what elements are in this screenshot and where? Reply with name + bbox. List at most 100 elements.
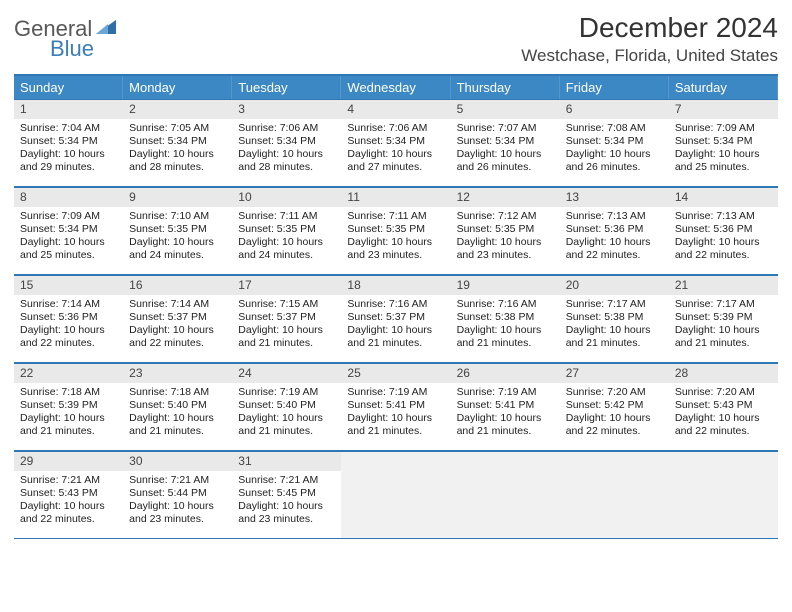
day-cell (341, 452, 450, 538)
day-cell: 11Sunrise: 7:11 AMSunset: 5:35 PMDayligh… (341, 188, 450, 274)
sunrise-text: Sunrise: 7:09 AM (20, 210, 117, 223)
week-row: 8Sunrise: 7:09 AMSunset: 5:34 PMDaylight… (14, 187, 778, 275)
day-cell: 16Sunrise: 7:14 AMSunset: 5:37 PMDayligh… (123, 276, 232, 362)
day-body: Sunrise: 7:07 AMSunset: 5:34 PMDaylight:… (451, 119, 560, 180)
sunrise-text: Sunrise: 7:19 AM (238, 386, 335, 399)
sunrise-text: Sunrise: 7:17 AM (675, 298, 772, 311)
daylight-text: Daylight: 10 hours and 29 minutes. (20, 148, 117, 174)
day-body: Sunrise: 7:17 AMSunset: 5:39 PMDaylight:… (669, 295, 778, 356)
sunset-text: Sunset: 5:40 PM (238, 399, 335, 412)
title-block: December 2024 Westchase, Florida, United… (521, 12, 778, 66)
day-cell (560, 452, 669, 538)
sunset-text: Sunset: 5:35 PM (457, 223, 554, 236)
sunset-text: Sunset: 5:42 PM (566, 399, 663, 412)
day-body: Sunrise: 7:09 AMSunset: 5:34 PMDaylight:… (14, 207, 123, 268)
day-cell: 13Sunrise: 7:13 AMSunset: 5:36 PMDayligh… (560, 188, 669, 274)
sunset-text: Sunset: 5:34 PM (347, 135, 444, 148)
daylight-text: Daylight: 10 hours and 21 minutes. (457, 412, 554, 438)
day-cell (451, 452, 560, 538)
sunset-text: Sunset: 5:37 PM (347, 311, 444, 324)
sunrise-text: Sunrise: 7:14 AM (20, 298, 117, 311)
day-body: Sunrise: 7:06 AMSunset: 5:34 PMDaylight:… (232, 119, 341, 180)
sunrise-text: Sunrise: 7:17 AM (566, 298, 663, 311)
day-body: Sunrise: 7:05 AMSunset: 5:34 PMDaylight:… (123, 119, 232, 180)
day-cell: 9Sunrise: 7:10 AMSunset: 5:35 PMDaylight… (123, 188, 232, 274)
page-title: December 2024 (521, 12, 778, 44)
day-number: 2 (123, 100, 232, 119)
sunset-text: Sunset: 5:36 PM (675, 223, 772, 236)
brand-word2: Blue (50, 36, 118, 62)
day-number: 24 (232, 364, 341, 383)
sunset-text: Sunset: 5:43 PM (675, 399, 772, 412)
sunset-text: Sunset: 5:37 PM (129, 311, 226, 324)
dow-cell: Friday (560, 76, 669, 99)
daylight-text: Daylight: 10 hours and 22 minutes. (129, 324, 226, 350)
daylight-text: Daylight: 10 hours and 27 minutes. (347, 148, 444, 174)
day-body: Sunrise: 7:19 AMSunset: 5:41 PMDaylight:… (451, 383, 560, 444)
day-number: 14 (669, 188, 778, 207)
day-cell: 8Sunrise: 7:09 AMSunset: 5:34 PMDaylight… (14, 188, 123, 274)
day-body: Sunrise: 7:04 AMSunset: 5:34 PMDaylight:… (14, 119, 123, 180)
day-number: 25 (341, 364, 450, 383)
sunrise-text: Sunrise: 7:16 AM (347, 298, 444, 311)
sunrise-text: Sunrise: 7:14 AM (129, 298, 226, 311)
day-cell: 6Sunrise: 7:08 AMSunset: 5:34 PMDaylight… (560, 100, 669, 186)
brand-logo: General Blue (14, 12, 118, 62)
sunrise-text: Sunrise: 7:15 AM (238, 298, 335, 311)
sunset-text: Sunset: 5:35 PM (238, 223, 335, 236)
day-body: Sunrise: 7:13 AMSunset: 5:36 PMDaylight:… (669, 207, 778, 268)
day-body: Sunrise: 7:17 AMSunset: 5:38 PMDaylight:… (560, 295, 669, 356)
day-number: 29 (14, 452, 123, 471)
day-body: Sunrise: 7:21 AMSunset: 5:45 PMDaylight:… (232, 471, 341, 532)
sunrise-text: Sunrise: 7:21 AM (20, 474, 117, 487)
daylight-text: Daylight: 10 hours and 23 minutes. (238, 500, 335, 526)
sunset-text: Sunset: 5:34 PM (129, 135, 226, 148)
sunrise-text: Sunrise: 7:12 AM (457, 210, 554, 223)
day-cell: 21Sunrise: 7:17 AMSunset: 5:39 PMDayligh… (669, 276, 778, 362)
day-number: 5 (451, 100, 560, 119)
day-cell: 31Sunrise: 7:21 AMSunset: 5:45 PMDayligh… (232, 452, 341, 538)
sunrise-text: Sunrise: 7:06 AM (238, 122, 335, 135)
day-cell: 27Sunrise: 7:20 AMSunset: 5:42 PMDayligh… (560, 364, 669, 450)
day-cell: 20Sunrise: 7:17 AMSunset: 5:38 PMDayligh… (560, 276, 669, 362)
daylight-text: Daylight: 10 hours and 21 minutes. (566, 324, 663, 350)
day-body: Sunrise: 7:10 AMSunset: 5:35 PMDaylight:… (123, 207, 232, 268)
day-cell: 1Sunrise: 7:04 AMSunset: 5:34 PMDaylight… (14, 100, 123, 186)
day-cell: 18Sunrise: 7:16 AMSunset: 5:37 PMDayligh… (341, 276, 450, 362)
day-body: Sunrise: 7:08 AMSunset: 5:34 PMDaylight:… (560, 119, 669, 180)
day-body: Sunrise: 7:21 AMSunset: 5:44 PMDaylight:… (123, 471, 232, 532)
day-cell: 4Sunrise: 7:06 AMSunset: 5:34 PMDaylight… (341, 100, 450, 186)
day-number: 12 (451, 188, 560, 207)
day-number: 10 (232, 188, 341, 207)
day-cell: 22Sunrise: 7:18 AMSunset: 5:39 PMDayligh… (14, 364, 123, 450)
sunset-text: Sunset: 5:45 PM (238, 487, 335, 500)
day-number: 4 (341, 100, 450, 119)
day-number: 9 (123, 188, 232, 207)
day-cell: 10Sunrise: 7:11 AMSunset: 5:35 PMDayligh… (232, 188, 341, 274)
day-number: 18 (341, 276, 450, 295)
sunrise-text: Sunrise: 7:19 AM (347, 386, 444, 399)
day-body: Sunrise: 7:14 AMSunset: 5:36 PMDaylight:… (14, 295, 123, 356)
daylight-text: Daylight: 10 hours and 22 minutes. (20, 500, 117, 526)
day-body: Sunrise: 7:16 AMSunset: 5:37 PMDaylight:… (341, 295, 450, 356)
day-body: Sunrise: 7:09 AMSunset: 5:34 PMDaylight:… (669, 119, 778, 180)
day-number: 17 (232, 276, 341, 295)
sunrise-text: Sunrise: 7:13 AM (566, 210, 663, 223)
day-cell: 30Sunrise: 7:21 AMSunset: 5:44 PMDayligh… (123, 452, 232, 538)
daylight-text: Daylight: 10 hours and 21 minutes. (238, 324, 335, 350)
day-number: 23 (123, 364, 232, 383)
daylight-text: Daylight: 10 hours and 22 minutes. (20, 324, 117, 350)
daylight-text: Daylight: 10 hours and 22 minutes. (675, 236, 772, 262)
dow-cell: Wednesday (341, 76, 450, 99)
day-cell: 26Sunrise: 7:19 AMSunset: 5:41 PMDayligh… (451, 364, 560, 450)
day-body: Sunrise: 7:20 AMSunset: 5:42 PMDaylight:… (560, 383, 669, 444)
day-cell: 12Sunrise: 7:12 AMSunset: 5:35 PMDayligh… (451, 188, 560, 274)
sunset-text: Sunset: 5:36 PM (566, 223, 663, 236)
day-number: 13 (560, 188, 669, 207)
day-cell: 15Sunrise: 7:14 AMSunset: 5:36 PMDayligh… (14, 276, 123, 362)
daylight-text: Daylight: 10 hours and 21 minutes. (238, 412, 335, 438)
day-cell (669, 452, 778, 538)
sunrise-text: Sunrise: 7:18 AM (20, 386, 117, 399)
calendar-grid: SundayMondayTuesdayWednesdayThursdayFrid… (14, 74, 778, 539)
day-number: 7 (669, 100, 778, 119)
